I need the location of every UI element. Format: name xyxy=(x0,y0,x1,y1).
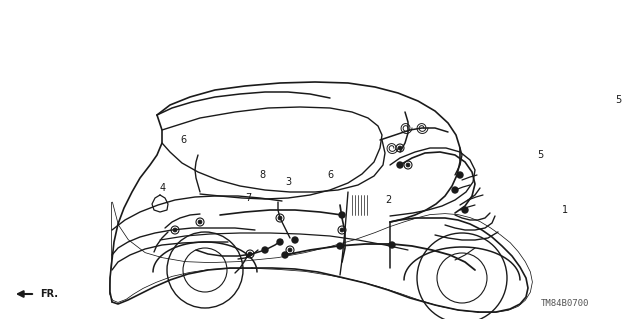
Circle shape xyxy=(277,239,283,245)
Polygon shape xyxy=(110,202,532,312)
Circle shape xyxy=(173,228,177,232)
Circle shape xyxy=(398,146,402,150)
Text: 4: 4 xyxy=(160,183,166,193)
Text: 5: 5 xyxy=(615,95,621,105)
Circle shape xyxy=(292,237,298,243)
Text: FR.: FR. xyxy=(40,289,58,299)
Circle shape xyxy=(282,252,288,258)
Text: 5: 5 xyxy=(537,150,543,160)
Circle shape xyxy=(198,220,202,224)
Text: 8: 8 xyxy=(259,170,265,180)
Text: TM84B0700: TM84B0700 xyxy=(541,300,589,308)
Circle shape xyxy=(278,216,282,220)
Circle shape xyxy=(457,172,463,178)
Circle shape xyxy=(248,252,252,256)
Circle shape xyxy=(340,228,344,232)
Circle shape xyxy=(288,248,292,252)
Polygon shape xyxy=(110,202,532,312)
Circle shape xyxy=(406,163,410,167)
Text: 6: 6 xyxy=(180,135,186,145)
Circle shape xyxy=(339,212,345,218)
Circle shape xyxy=(389,242,395,248)
Circle shape xyxy=(337,243,343,249)
Circle shape xyxy=(462,207,468,213)
Text: 7: 7 xyxy=(245,193,251,203)
Circle shape xyxy=(452,187,458,193)
Text: 3: 3 xyxy=(285,177,291,187)
Text: 1: 1 xyxy=(562,205,568,215)
Circle shape xyxy=(397,162,403,168)
Text: 2: 2 xyxy=(385,195,391,205)
Circle shape xyxy=(262,247,268,253)
Text: 6: 6 xyxy=(327,170,333,180)
